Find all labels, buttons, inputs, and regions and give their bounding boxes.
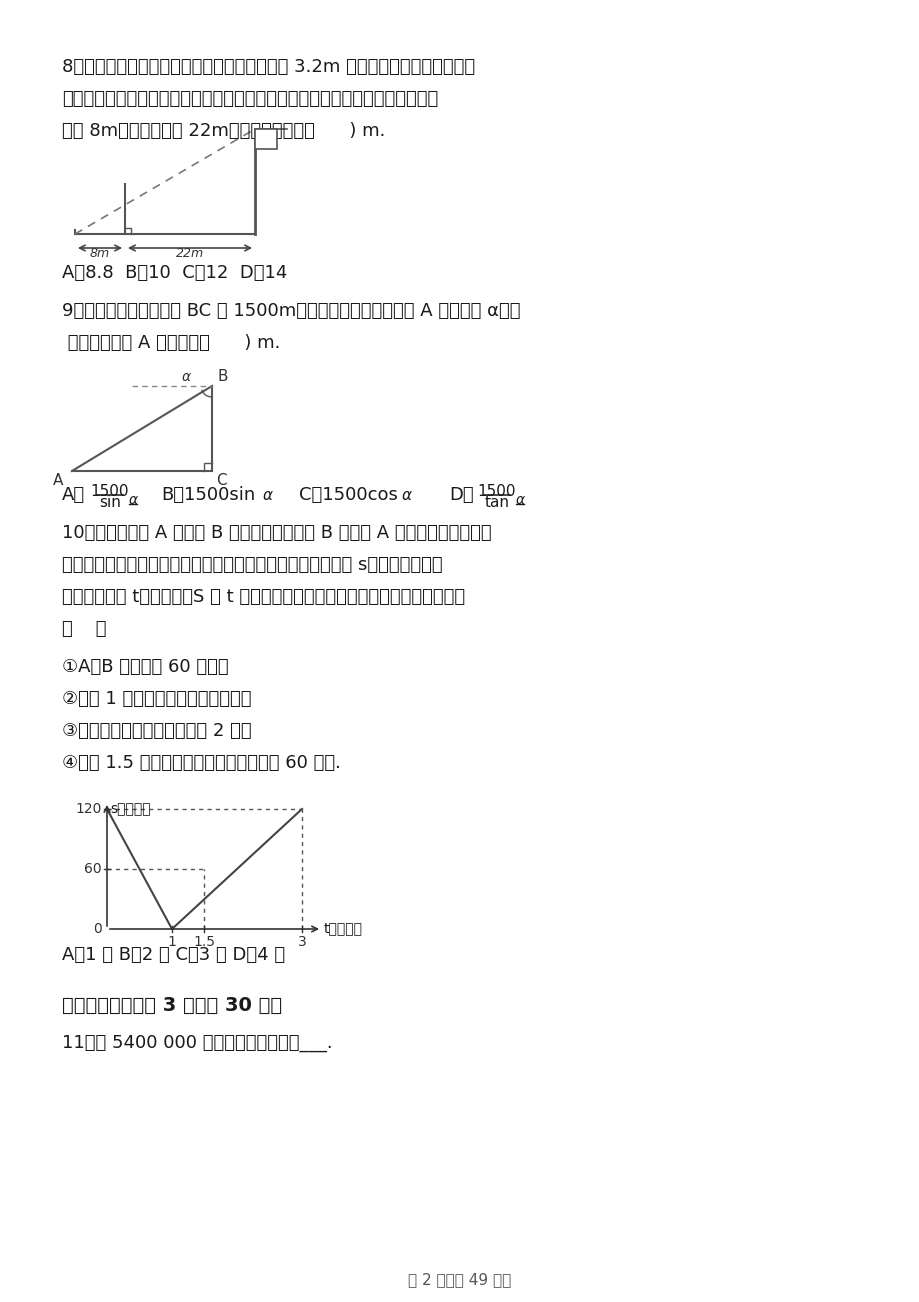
Text: 相距 8m，与旗杆相距 22m，则旗杆的高为（      ) m.: 相距 8m，与旗杆相距 22m，则旗杆的高为（ ) m.: [62, 122, 385, 141]
Text: 9．如图，飞机飞行高度 BC 为 1500m，飞行员看地平面指挥塔 A 的俯角为 α，则: 9．如图，飞机飞行高度 BC 为 1500m，飞行员看地平面指挥塔 A 的俯角为…: [62, 302, 520, 320]
Text: ②出发 1 小时，货车与小汽车相遇；: ②出发 1 小时，货车与小汽车相遇；: [62, 690, 251, 708]
Text: 11．将 5400 000 用科学记数法表示为___.: 11．将 5400 000 用科学记数法表示为___.: [62, 1034, 333, 1052]
Text: s（千米）: s（千米）: [110, 802, 151, 816]
Text: 行驶的时间为 t（小时），S 与 t 之间的函数关系如图所示．下列说法中正确的有: 行驶的时间为 t（小时），S 与 t 之间的函数关系如图所示．下列说法中正确的有: [62, 589, 465, 605]
Text: 22m: 22m: [176, 247, 204, 260]
Text: C: C: [216, 473, 226, 488]
Text: 飞机与指挥塔 A 的距离为（      ) m.: 飞机与指挥塔 A 的距离为（ ) m.: [62, 335, 280, 352]
Text: 60: 60: [85, 862, 102, 876]
Text: D．: D．: [448, 486, 473, 504]
Text: 1: 1: [167, 935, 176, 949]
Text: B．1500sin: B．1500sin: [161, 486, 255, 504]
Text: tan: tan: [484, 495, 509, 510]
Text: 8m: 8m: [90, 247, 110, 260]
Text: 120: 120: [75, 802, 102, 816]
Text: A．1 个 B．2 个 C．3 个 D．4 个: A．1 个 B．2 个 C．3 个 D．4 个: [62, 947, 285, 963]
Text: 第 2 页（共 49 页）: 第 2 页（共 49 页）: [408, 1272, 511, 1286]
Text: sin: sin: [99, 495, 120, 510]
Text: α: α: [516, 493, 525, 506]
Text: B: B: [218, 368, 228, 384]
Text: 3: 3: [298, 935, 306, 949]
Text: A: A: [52, 473, 63, 488]
Text: 8．如图，为测量学校旗杆的高度，小东用长为 3.2m 的竹竿作测量工具，移动竹: 8．如图，为测量学校旗杆的高度，小东用长为 3.2m 的竹竿作测量工具，移动竹: [62, 59, 474, 76]
Text: 1500: 1500: [91, 484, 129, 499]
Text: C．1500cos: C．1500cos: [299, 486, 397, 504]
Text: α: α: [129, 493, 138, 506]
Text: （    ）: （ ）: [62, 620, 107, 638]
Text: 二、填空题（每题 3 分，共 30 分）: 二、填空题（每题 3 分，共 30 分）: [62, 996, 282, 1016]
Text: 速行驶，各自到达终点后停止．设货车、小汽车之间的距离为 s（千米），货车: 速行驶，各自到达终点后停止．设货车、小汽车之间的距离为 s（千米），货车: [62, 556, 442, 574]
Text: α: α: [263, 488, 273, 503]
Text: t（小时）: t（小时）: [323, 921, 363, 935]
Text: ①A、B 两地相距 60 千米；: ①A、B 两地相距 60 千米；: [62, 658, 229, 676]
Text: 1.5: 1.5: [193, 935, 215, 949]
Text: 竿，使竹竿顶端与旗杆顶端的影子恰好落在地面的同一点，此时，竹竿与这一点: 竿，使竹竿顶端与旗杆顶端的影子恰好落在地面的同一点，此时，竹竿与这一点: [62, 90, 437, 108]
Text: A．8.8  B．10  C．12  D．14: A．8.8 B．10 C．12 D．14: [62, 264, 287, 283]
Text: α: α: [181, 370, 190, 384]
Text: 0: 0: [93, 922, 102, 936]
Text: 10．一辆货车从 A 地开往 B 地，一辆小汽车从 B 地开往 A 地．同时出发，都匀: 10．一辆货车从 A 地开往 B 地，一辆小汽车从 B 地开往 A 地．同时出发…: [62, 523, 491, 542]
Text: ④出发 1.5 小时，小汽车比货车多行驶了 60 千米.: ④出发 1.5 小时，小汽车比货车多行驶了 60 千米.: [62, 754, 341, 772]
Text: A．: A．: [62, 486, 85, 504]
Text: ③小汽车的速度是货车速度的 2 倍；: ③小汽车的速度是货车速度的 2 倍；: [62, 723, 252, 740]
Bar: [255, 129, 277, 148]
Text: 1500: 1500: [477, 484, 516, 499]
Text: α: α: [402, 488, 412, 503]
